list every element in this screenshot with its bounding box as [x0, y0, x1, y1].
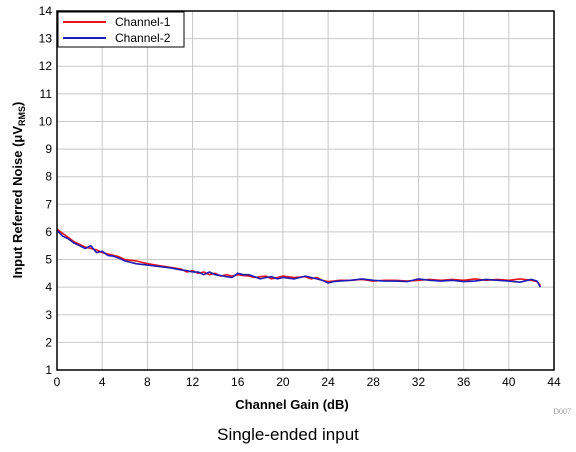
series-channel-2: [56, 229, 542, 288]
y-tick-label: 3: [45, 308, 52, 322]
x-tick-label: 20: [276, 375, 290, 389]
y-tick-label: 5: [45, 253, 52, 267]
legend-box: [57, 11, 185, 48]
legend-label-channel-2: Channel-2: [115, 31, 171, 45]
x-tick-label: 4: [99, 375, 106, 389]
y-tick-label: 12: [39, 59, 53, 73]
x-tick-label: 44: [547, 375, 561, 389]
x-tick-label: 32: [412, 375, 426, 389]
y-axis-title: Input Referred Noise (μVRMS): [10, 102, 27, 279]
plot-frame: [56, 10, 555, 371]
x-tick-label: 36: [457, 375, 471, 389]
x-tick-label: 40: [502, 375, 516, 389]
y-tick-label: 4: [45, 280, 52, 294]
series-line-channel-2: [56, 229, 542, 288]
y-axis-title-main: Input Referred Noise (μV: [10, 126, 25, 279]
series-layer: [56, 228, 542, 288]
noise-vs-gain-chart: 0 4 8 12 16 20 24 28 32 36 40 44 123456789101112131…: [10, 4, 571, 416]
chart-caption: Single-ended input: [217, 425, 359, 444]
x-axis-title: Channel Gain (dB): [235, 397, 348, 412]
y-tick-label: 11: [40, 87, 53, 101]
legend: Channel-1 Channel-2: [57, 11, 185, 48]
legend-label-channel-1: Channel-1: [115, 15, 171, 29]
y-tick-label: 9: [45, 142, 52, 156]
y-tick-label: 14: [39, 4, 53, 18]
x-tick-label: 8: [144, 375, 151, 389]
grid-lines: [56, 10, 555, 371]
x-tick-label: 0: [54, 375, 61, 389]
y-tick-label: 6: [45, 225, 52, 239]
y-tick-label: 8: [45, 170, 52, 184]
series-channel-1: [56, 228, 542, 287]
y-axis-title-end: ): [10, 102, 25, 106]
series-line-channel-1: [56, 228, 542, 287]
watermark-text: D007: [553, 407, 571, 416]
x-tick-label: 16: [231, 375, 245, 389]
y-tick-label: 13: [39, 32, 53, 46]
y-axis-title-sub: RMS: [17, 106, 27, 126]
x-tick-label: 28: [367, 375, 381, 389]
y-tick-label: 1: [45, 363, 52, 377]
x-tick-label: 24: [321, 375, 335, 389]
y-tick-label: 7: [45, 197, 52, 211]
x-tick-label: 12: [186, 375, 200, 389]
y-tick-label: 2: [45, 335, 52, 349]
x-axis-ticks: 0 4 8 12 16 20 24 28 32 36 40 44: [54, 375, 561, 389]
y-tick-label: 10: [39, 114, 53, 128]
